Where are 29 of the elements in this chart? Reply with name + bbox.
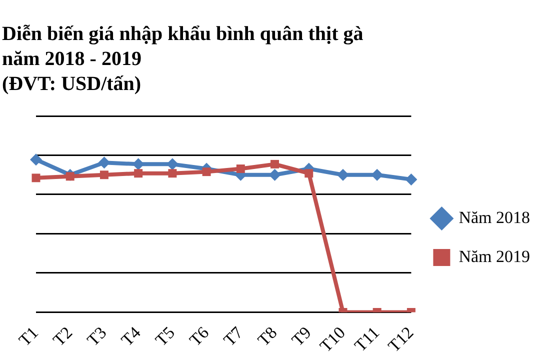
x-tick-label: T8 [254,322,281,350]
x-tick-label: T10 [316,322,349,356]
chart-title: Diễn biến giá nhập khẩu bình quân thịt gà năm 2018 - 2019 [2,22,364,72]
x-tick-label: T7 [220,322,247,350]
point [371,168,384,181]
point [202,168,211,176]
x-tick-label: T9 [288,322,315,350]
point [100,170,108,180]
x-tick-label: T2 [49,322,76,350]
point [236,164,245,173]
chart-subtitle: (ĐVT: USD/tấn) [2,72,142,97]
x-tick-label: T1 [15,322,42,350]
x-tick-label: T3 [83,322,110,350]
x-tick-label: T11 [350,322,384,356]
x-tick-label: T5 [152,322,178,350]
point [66,172,74,181]
point [405,173,418,186]
point [304,169,314,178]
point [134,169,143,178]
legend-label: Năm 2018 [458,208,530,227]
x-tick-label: T6 [186,322,213,350]
legend-label: Năm 2019 [458,246,530,266]
point [270,160,280,168]
point [168,169,177,178]
x-tick-label: T12 [384,322,418,356]
point [32,174,40,182]
point [30,154,42,166]
x-tick-label: T4 [118,322,145,350]
point [336,168,349,181]
